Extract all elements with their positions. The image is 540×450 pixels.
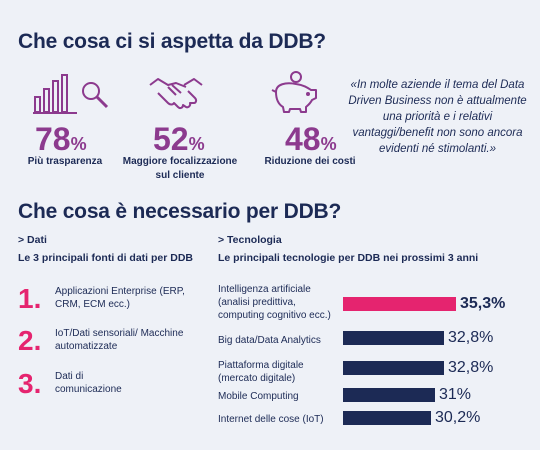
bar xyxy=(343,297,456,311)
quote-text: «In molte aziende il tema del Data Drive… xyxy=(348,79,527,155)
stat-value-customer-focus: 52% xyxy=(153,121,205,157)
piggy-bank-icon xyxy=(271,71,317,113)
dati-heading: > Dati xyxy=(18,234,47,246)
dati-subtitle: Le 3 principali fonti di dati per DDB xyxy=(18,252,194,264)
bar-label: Intelligenza artificiale (analisi predit… xyxy=(218,284,331,321)
stat-value-transparency: 78% xyxy=(35,121,87,157)
bar xyxy=(343,361,444,375)
chart-search-icon xyxy=(33,74,109,114)
bar xyxy=(343,331,444,345)
bar-label: Piattaforma digitale (mercato digitale) xyxy=(218,360,304,384)
tecnologia-heading: > Tecnologia xyxy=(218,234,282,246)
stat-value-cost-reduction: 48% xyxy=(285,121,337,157)
stat-label-cost-reduction: Riduzione dei costi xyxy=(264,156,356,167)
source-text-1: Applicazioni Enterprise (ERP, CRM, ECM e… xyxy=(55,286,185,310)
source-number-1: 1. xyxy=(18,283,42,314)
bar xyxy=(343,388,435,402)
tecnologia-subtitle: Le principali tecnologie per DDB nei pro… xyxy=(218,252,479,264)
bar-value-label: 35,3% xyxy=(460,295,506,312)
source-text-2: IoT/Dati sensoriali/ Macchine automatizz… xyxy=(55,328,184,352)
bar-value-label: 31% xyxy=(439,386,472,403)
stat-label-customer-focus: Maggiore focalizzazione sul cliente xyxy=(122,156,238,181)
bar xyxy=(343,411,431,425)
source-number-2: 2. xyxy=(18,325,42,356)
bar-label: Mobile Computing xyxy=(218,391,299,402)
stat-label-transparency: Più trasparenza xyxy=(27,156,103,167)
bar-label: Internet delle cose (IoT) xyxy=(218,414,324,425)
source-number-3: 3. xyxy=(18,368,42,399)
handshake-icon xyxy=(149,78,203,110)
bar-value-label: 30,2% xyxy=(435,409,481,426)
section-title-expectations: Che cosa ci si aspetta da DDB? xyxy=(18,30,326,53)
source-text-3: Dati di comunicazione xyxy=(55,371,122,395)
bar-value-label: 32,8% xyxy=(448,359,494,376)
bar-label: Big data/Data Analytics xyxy=(218,335,321,346)
section-title-requirements: Che cosa è necessario per DDB? xyxy=(18,200,342,223)
bar-value-label: 32,8% xyxy=(448,329,494,346)
